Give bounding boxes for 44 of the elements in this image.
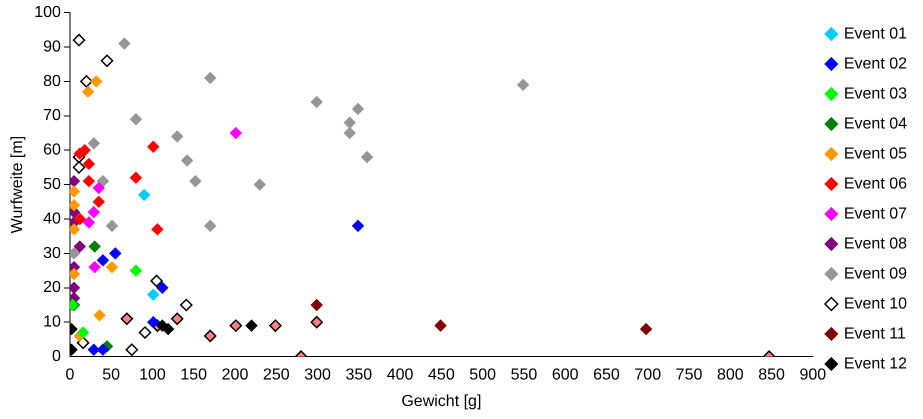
legend-label: Event 11	[844, 325, 906, 342]
legend-label: Event 12	[844, 355, 908, 372]
x-tick-label: 500	[469, 366, 496, 384]
x-tick-label: 200	[222, 366, 248, 384]
y-tick-label: 0	[52, 348, 61, 366]
y-tick-label: 50	[43, 176, 61, 194]
x-tick-label: 0	[65, 366, 74, 384]
y-tick-label: 90	[43, 38, 61, 56]
x-tick-label: 150	[180, 366, 208, 384]
legend-label: Event 07	[844, 205, 908, 222]
x-tick-label: 550	[510, 366, 538, 384]
legend-label: Event 06	[844, 175, 908, 192]
legend-label: Event 04	[844, 115, 908, 132]
legend-label: Event 03	[844, 85, 908, 102]
y-tick-label: 20	[43, 279, 61, 296]
y-tick-label: 70	[43, 107, 61, 124]
legend-label: Event 09	[844, 265, 908, 282]
y-tick-label: 10	[43, 314, 61, 331]
x-tick-label: 900	[799, 366, 826, 384]
y-tick-label: 40	[43, 210, 61, 228]
legend-label: Event 05	[844, 145, 908, 162]
legend-label: Event 10	[844, 295, 908, 312]
y-axis-title: Wurfweite [m]	[9, 136, 26, 234]
legend-label: Event 01	[844, 25, 908, 42]
y-tick-label: 60	[43, 142, 61, 159]
y-tick-label: 30	[43, 244, 61, 262]
x-tick-label: 600	[552, 366, 579, 384]
x-tick-label: 450	[428, 366, 455, 384]
x-tick-label: 100	[139, 366, 166, 384]
x-tick-label: 400	[386, 366, 414, 384]
y-tick-label: 80	[43, 72, 61, 90]
x-tick-label: 300	[304, 366, 331, 384]
x-tick-label: 250	[262, 366, 290, 384]
y-tick-label: 100	[34, 4, 61, 22]
x-axis-title: Gewicht [g]	[401, 392, 482, 410]
x-tick-label: 50	[102, 366, 120, 384]
x-tick-label: 850	[758, 366, 786, 384]
x-tick-label: 700	[634, 366, 662, 384]
legend-label: Event 02	[844, 55, 908, 72]
x-tick-label: 650	[593, 366, 620, 384]
x-tick-label: 350	[345, 366, 372, 384]
x-tick-label: 750	[676, 366, 702, 384]
x-tick-label: 800	[716, 366, 744, 384]
legend-label: Event 08	[844, 235, 908, 252]
